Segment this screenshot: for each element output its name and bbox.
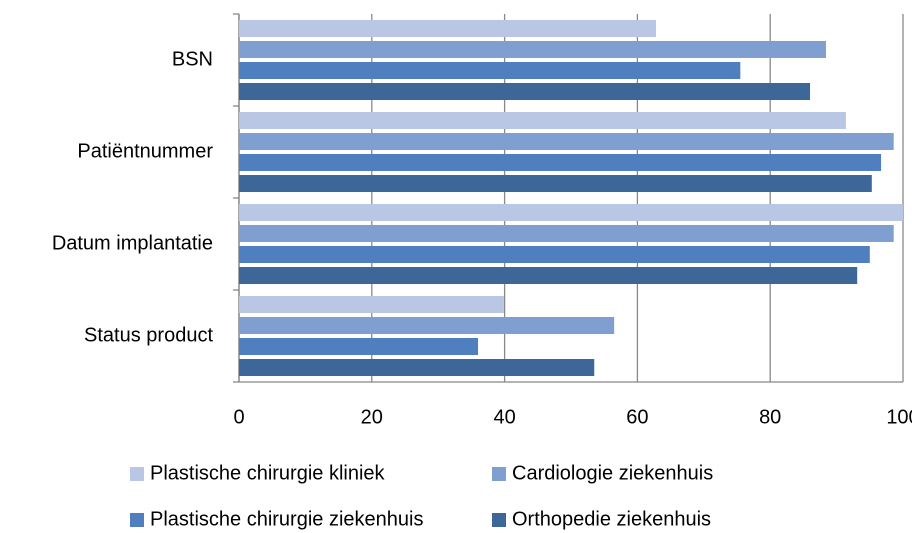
y-tick-label: BSN bbox=[172, 48, 213, 70]
bar bbox=[239, 359, 595, 376]
bar bbox=[239, 317, 615, 334]
bar bbox=[239, 62, 741, 79]
x-tick-label: 40 bbox=[493, 406, 515, 428]
x-tick-label: 60 bbox=[626, 406, 648, 428]
x-tick-label: 100 bbox=[886, 406, 912, 428]
y-tick-label: Patiëntnummer bbox=[77, 140, 213, 162]
bar bbox=[239, 246, 870, 263]
bar bbox=[239, 112, 846, 129]
bar bbox=[239, 296, 504, 313]
bar bbox=[239, 41, 826, 58]
bar bbox=[239, 267, 858, 284]
bar bbox=[239, 20, 656, 37]
bar bbox=[239, 175, 872, 192]
bar bbox=[239, 204, 903, 221]
bar bbox=[239, 133, 894, 150]
legend-label: Plastische chirurgie kliniek bbox=[150, 462, 386, 484]
x-tick-label: 20 bbox=[361, 406, 383, 428]
legend-label: Cardiologie ziekenhuis bbox=[512, 462, 713, 484]
x-tick-label: 0 bbox=[233, 406, 244, 428]
legend-swatch bbox=[492, 513, 506, 527]
y-tick-label: Datum implantatie bbox=[52, 232, 213, 254]
bar bbox=[239, 338, 479, 355]
legend-swatch bbox=[130, 513, 144, 527]
legend-label: Plastische chirurgie ziekenhuis bbox=[150, 508, 423, 530]
legend-swatch bbox=[130, 467, 144, 481]
bar bbox=[239, 83, 811, 100]
bar bbox=[239, 225, 894, 242]
legend-label: Orthopedie ziekenhuis bbox=[512, 508, 711, 530]
legend-swatch bbox=[492, 467, 506, 481]
y-tick-label: Status product bbox=[84, 324, 213, 346]
x-tick-label: 80 bbox=[759, 406, 781, 428]
bar bbox=[239, 154, 882, 171]
